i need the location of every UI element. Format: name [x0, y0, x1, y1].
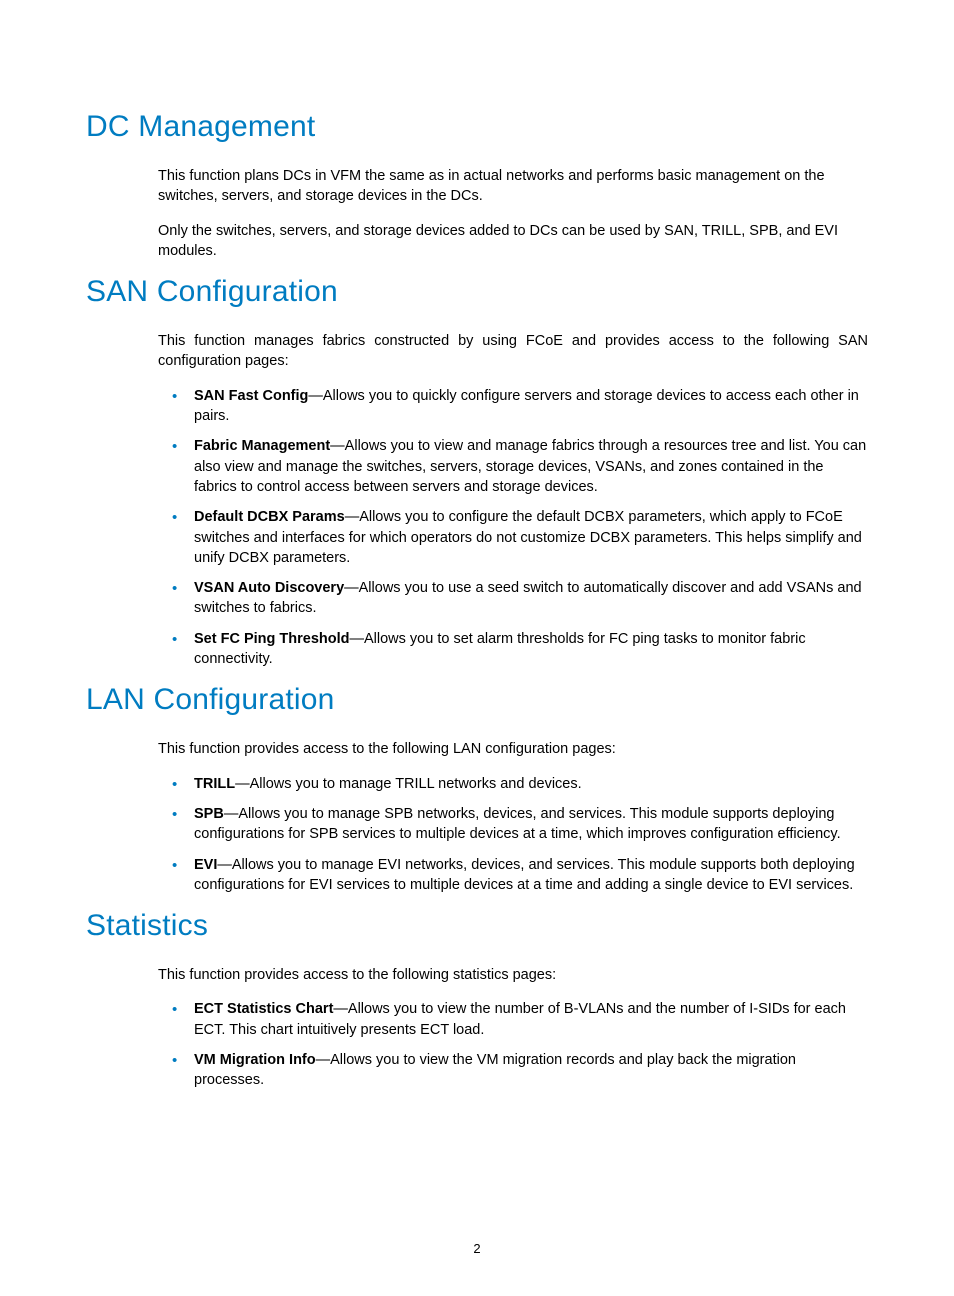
list-item: TRILL—Allows you to manage TRILL network…	[158, 774, 868, 794]
stats-body: This function provides access to the fol…	[86, 965, 868, 1090]
san-body: This function manages fabrics constructe…	[86, 331, 868, 669]
list-item: Set FC Ping Threshold—Allows you to set …	[158, 629, 868, 670]
lan-list: TRILL—Allows you to manage TRILL network…	[158, 774, 868, 895]
lan-intro: This function provides access to the fol…	[158, 739, 868, 759]
desc: —Allows you to manage SPB networks, devi…	[194, 806, 841, 842]
heading-statistics: Statistics	[86, 909, 868, 943]
term: VM Migration Info	[194, 1052, 316, 1068]
term: SPB	[194, 806, 224, 822]
list-item: VM Migration Info—Allows you to view the…	[158, 1050, 868, 1091]
heading-lan-configuration: LAN Configuration	[86, 683, 868, 717]
dc-para-2: Only the switches, servers, and storage …	[158, 221, 868, 262]
list-item: Default DCBX Params—Allows you to config…	[158, 507, 868, 568]
term: EVI	[194, 857, 217, 873]
san-list: SAN Fast Config—Allows you to quickly co…	[158, 386, 868, 670]
list-item: EVI—Allows you to manage EVI networks, d…	[158, 855, 868, 896]
list-item: SAN Fast Config—Allows you to quickly co…	[158, 386, 868, 427]
stats-list: ECT Statistics Chart—Allows you to view …	[158, 999, 868, 1090]
list-item: ECT Statistics Chart—Allows you to view …	[158, 999, 868, 1040]
term: Set FC Ping Threshold	[194, 631, 349, 647]
term: ECT Statistics Chart	[194, 1001, 333, 1017]
desc: —Allows you to manage TRILL networks and…	[235, 776, 582, 792]
heading-san-configuration: SAN Configuration	[86, 275, 868, 309]
term: SAN Fast Config	[194, 388, 308, 404]
list-item: Fabric Management—Allows you to view and…	[158, 436, 868, 497]
term: TRILL	[194, 776, 235, 792]
dc-para-1: This function plans DCs in VFM the same …	[158, 166, 868, 207]
document-page: DC Management This function plans DCs in…	[0, 0, 954, 1161]
term: Default DCBX Params	[194, 509, 345, 525]
san-intro: This function manages fabrics constructe…	[158, 331, 868, 372]
desc: —Allows you to manage EVI networks, devi…	[194, 857, 855, 893]
lan-body: This function provides access to the fol…	[86, 739, 868, 895]
stats-intro: This function provides access to the fol…	[158, 965, 868, 985]
heading-dc-management: DC Management	[86, 110, 868, 144]
dc-body: This function plans DCs in VFM the same …	[86, 166, 868, 261]
page-number: 2	[0, 1241, 954, 1256]
list-item: SPB—Allows you to manage SPB networks, d…	[158, 804, 868, 845]
term: VSAN Auto Discovery	[194, 580, 344, 596]
list-item: VSAN Auto Discovery—Allows you to use a …	[158, 578, 868, 619]
term: Fabric Management	[194, 438, 330, 454]
